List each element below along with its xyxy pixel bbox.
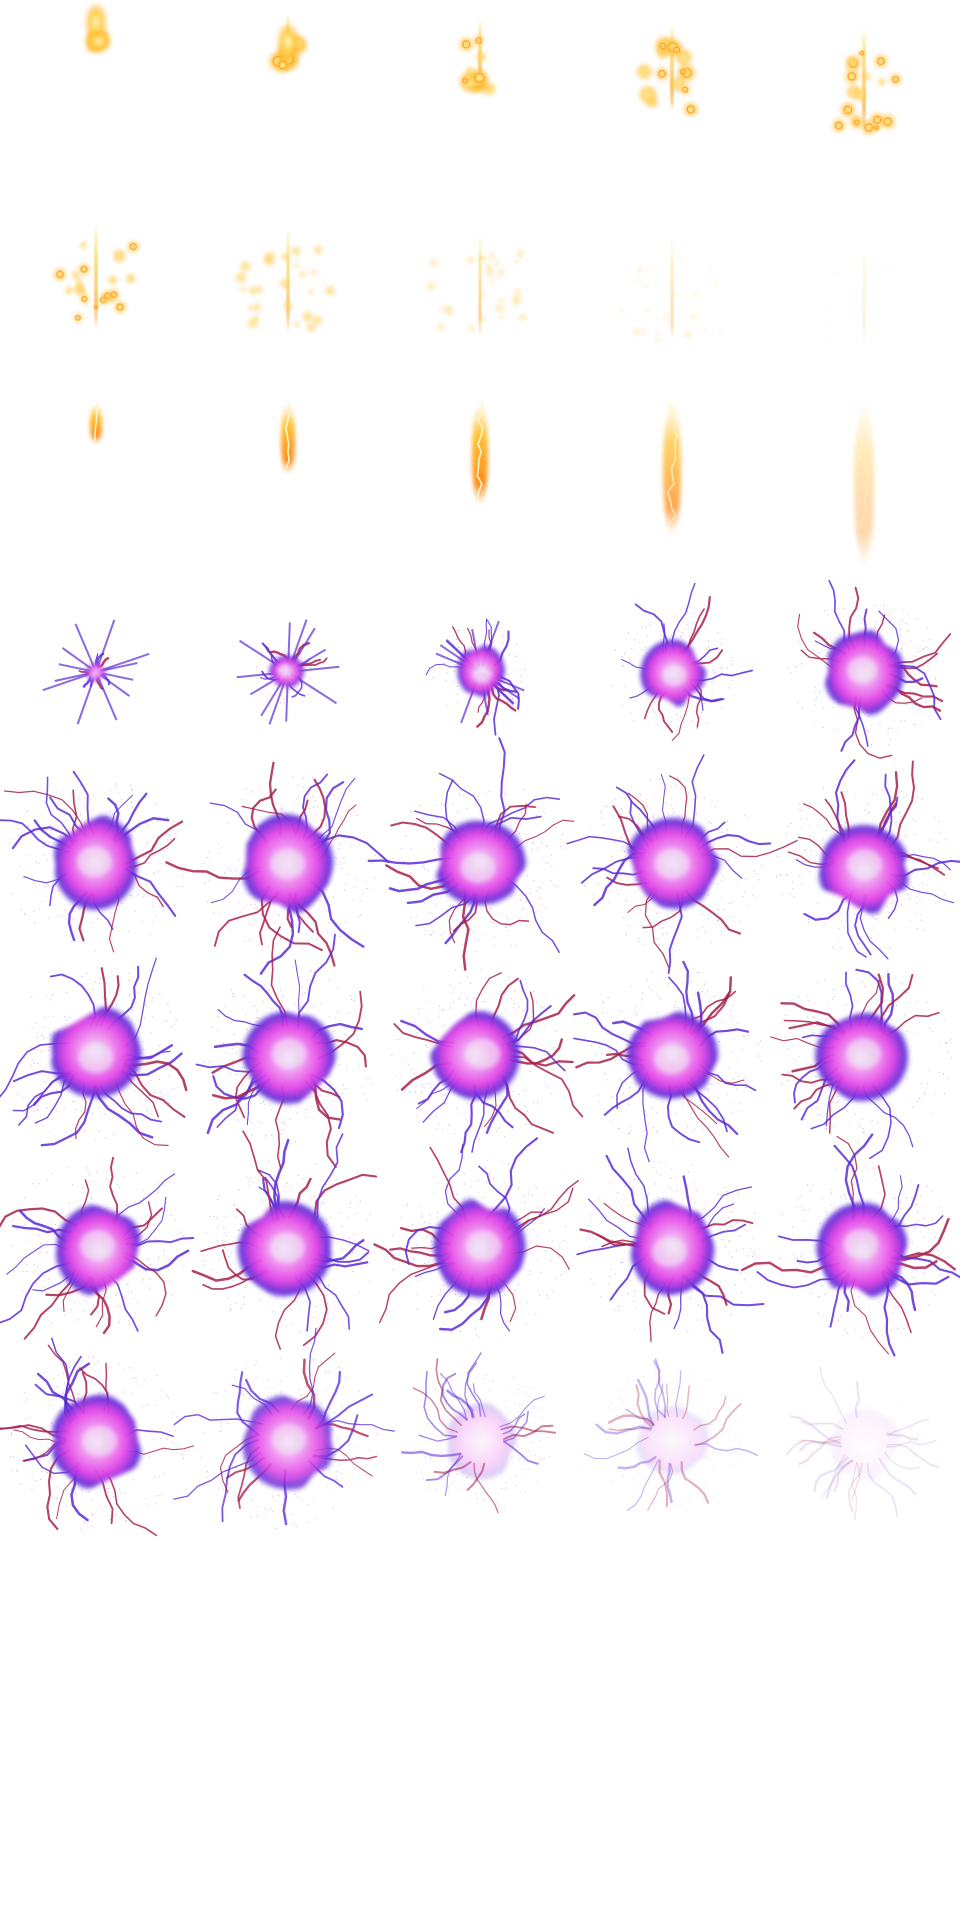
magic-burst-frame-9 [566, 754, 798, 974]
magic-burst-frame-14 [572, 960, 762, 1163]
magic-burst-frame-4 [610, 582, 754, 741]
flame-streak-frame-4 [663, 403, 681, 534]
flame-streak-frame-5 [854, 403, 874, 565]
magic-burst-frame-24 [583, 1358, 759, 1512]
magic-burst-frame-15 [770, 968, 953, 1160]
fire-sparks-frame-8 [426, 233, 527, 337]
magic-burst-frame-16 [0, 1156, 195, 1340]
magic-burst-frame-25 [786, 1366, 940, 1521]
magic-burst-frame-17 [191, 1130, 378, 1350]
magic-burst-frame-22 [173, 1327, 395, 1530]
magic-burst-frame-13 [391, 968, 584, 1154]
fire-sparks-frame-10 [806, 242, 917, 345]
magic-burst-frame-2 [236, 619, 340, 725]
fire-sparks-frame-3 [458, 18, 497, 96]
magic-burst-frame-6 [0, 770, 184, 953]
magic-burst-frame-8 [367, 737, 575, 971]
magic-burst-frame-18 [373, 1137, 579, 1338]
magic-burst-frame-1 [42, 619, 150, 725]
magic-burst-frame-21 [0, 1337, 195, 1537]
fire-sparks-frame-9 [619, 237, 723, 343]
fire-sparks-frame-5 [831, 27, 903, 136]
magic-burst-frame-19 [576, 1147, 765, 1354]
magic-burst-frame-11 [0, 957, 188, 1147]
flame-streak-frame-3 [472, 403, 488, 504]
magic-burst-frame-12 [195, 926, 373, 1169]
magic-burst-frame-3 [425, 618, 526, 736]
flame-streak-frame-2 [281, 403, 295, 474]
magic-burst-frame-7 [165, 761, 390, 975]
flame-streak-frame-1 [90, 403, 102, 445]
magic-burst-frame-23 [401, 1352, 557, 1514]
magic-burst-frame-20 [740, 1133, 960, 1357]
fire-sparks-frame-2 [267, 14, 308, 74]
fire-sparks-frame-1 [84, 2, 113, 54]
magic-burst-frame-10 [776, 759, 960, 960]
magic-burst-frame-5 [788, 579, 952, 759]
fire-sparks-frame-4 [635, 23, 699, 118]
fire-sparks-frame-6 [52, 224, 140, 328]
fire-sparks-frame-7 [235, 228, 336, 333]
